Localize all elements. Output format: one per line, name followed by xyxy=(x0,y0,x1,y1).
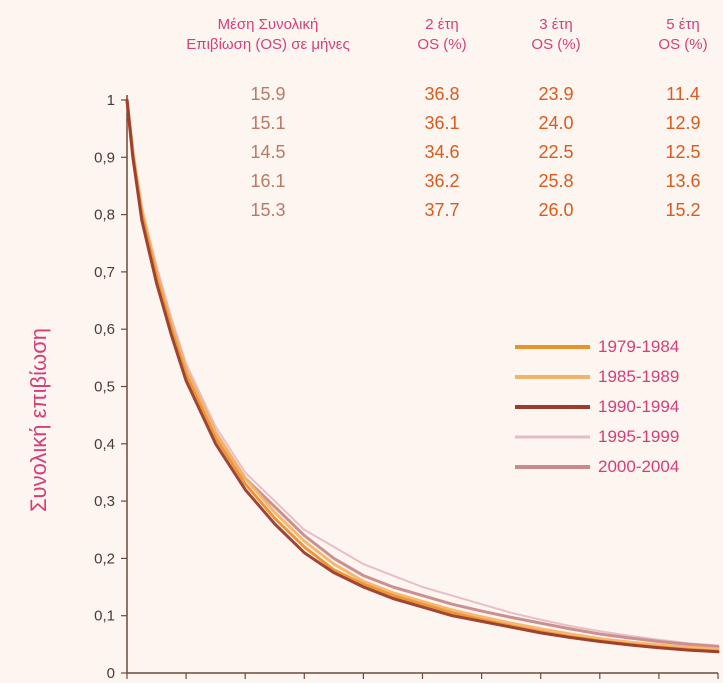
series-layer xyxy=(125,98,720,654)
table-cell: 23.9 xyxy=(538,84,573,104)
x-tick-label: 1 xyxy=(182,680,190,683)
y-tick-label: 0,3 xyxy=(94,493,115,510)
table-header: 2 έτη xyxy=(425,16,458,33)
y-tick-label: 0,6 xyxy=(94,321,115,338)
x-tick-label: 10 xyxy=(710,680,723,683)
table-cell: 11.4 xyxy=(666,84,700,104)
y-tick-label: 0 xyxy=(107,665,115,682)
table-cell: 14.5 xyxy=(250,142,285,162)
x-tick-label: 4 xyxy=(359,680,367,683)
y-tick-label: 0,7 xyxy=(94,264,115,281)
x-tick-label: 9 xyxy=(655,680,663,683)
table-cell: 16.1 xyxy=(250,171,285,191)
series-line-1995-1999 xyxy=(126,99,719,647)
table-cell: 13.6 xyxy=(665,171,700,191)
legend-label: 1985-1989 xyxy=(598,367,679,386)
table-cell: 12.5 xyxy=(665,142,700,162)
legend-label: 2000-2004 xyxy=(598,457,679,476)
x-tick-label: 7 xyxy=(537,680,545,683)
table-cell: 12.9 xyxy=(665,113,700,133)
x-tick-label: 5 xyxy=(418,680,426,683)
table-cell: 36.8 xyxy=(424,84,459,104)
axes: 0 1 2 3 4 5 6 7 8 9 10 0 0,1 0,2 0,3 0,4 0,5 0,6 0,7 0,8 0,9… xyxy=(94,92,723,683)
x-tick-label: 3 xyxy=(300,680,308,683)
table-cell: 34.6 xyxy=(424,142,459,162)
x-tick-label: 2 xyxy=(241,680,249,683)
x-tick-label: 0 xyxy=(123,680,131,683)
table-cell: 36.2 xyxy=(424,171,459,191)
y-tick-label: 0,9 xyxy=(94,149,115,166)
table-header: OS (%) xyxy=(658,36,707,53)
legend-label: 1995-1999 xyxy=(598,427,679,446)
table-header: 5 έτη xyxy=(666,16,699,33)
table-cell: 26.0 xyxy=(538,200,573,220)
legend-label: 1979-1984 xyxy=(598,337,679,356)
y-tick-label: 0,1 xyxy=(94,608,115,625)
y-tick-label: 0,8 xyxy=(94,207,115,224)
series-line-1990-1994 xyxy=(125,98,720,654)
table-header: 3 έτη xyxy=(539,16,572,33)
table-cell: 15.9 xyxy=(250,84,285,104)
y-tick-label: 0,2 xyxy=(94,550,115,567)
table-header: Επιβίωση (OS) σε μήνες xyxy=(186,36,349,53)
x-tick-label: 6 xyxy=(477,680,485,683)
y-tick-label: 1 xyxy=(107,92,115,109)
table-header: Μέση Συνολική xyxy=(218,16,319,33)
legend-label: 1990-1994 xyxy=(598,397,679,416)
y-axis-label: Συνολική επιβίωση xyxy=(26,328,51,512)
x-tick-label: 8 xyxy=(596,680,604,683)
table-cell: 24.0 xyxy=(538,113,573,133)
table-cell: 15.2 xyxy=(665,200,700,220)
table-header: OS (%) xyxy=(417,36,466,53)
series-line-1985-1989 xyxy=(125,98,720,651)
table-cell: 25.8 xyxy=(538,171,573,191)
summary-table: Μέση Συνολική Επιβίωση (OS) σε μήνες 2 έτη… xyxy=(186,16,707,220)
table-cell: 37.7 xyxy=(424,200,459,220)
y-tick-label: 0,4 xyxy=(94,436,115,453)
table-header: OS (%) xyxy=(531,36,580,53)
y-tick-label: 0,5 xyxy=(94,379,115,396)
table-cell: 15.1 xyxy=(250,113,285,133)
legend: 1979-1984 1985-1989 1990-1994 1995-1999 2000… xyxy=(515,337,679,476)
table-cell: 36.1 xyxy=(424,113,459,133)
table-cell: 15.3 xyxy=(250,200,285,220)
table-cell: 22.5 xyxy=(538,142,573,162)
